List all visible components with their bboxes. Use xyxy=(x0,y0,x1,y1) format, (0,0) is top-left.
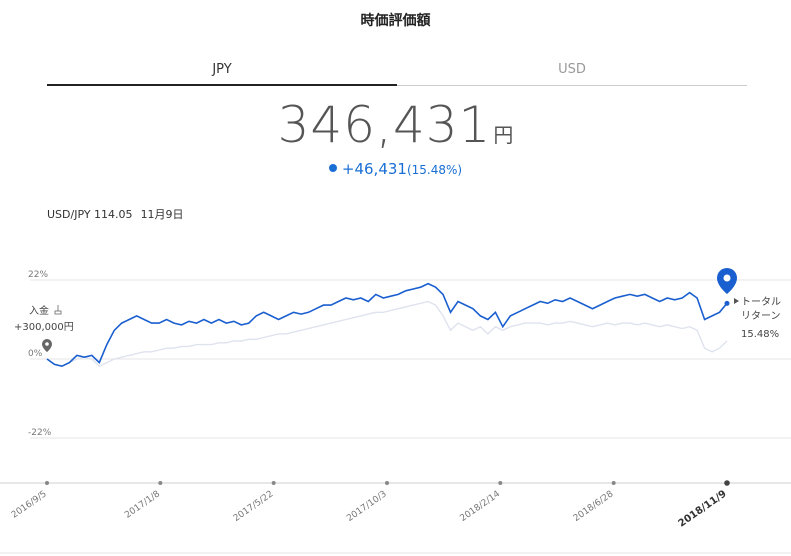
change-dot-icon xyxy=(328,164,337,172)
currency-tabs: JPY USD xyxy=(47,62,747,86)
deposit-pin-icon xyxy=(42,339,52,352)
total-return-label-1: トータル xyxy=(741,296,781,308)
page-title: 時価評価額 xyxy=(360,13,431,29)
change-amount: +46,431 xyxy=(341,160,407,178)
x-tick-label: 2016/9/5 xyxy=(10,489,49,520)
total-return-label-2: リターン xyxy=(741,310,781,322)
compare-series-line xyxy=(46,300,728,368)
current-location-pin-icon xyxy=(717,268,737,294)
total-return-value: 15.48% xyxy=(741,329,779,340)
x-tick-label: 2017/5/22 xyxy=(232,489,276,524)
valuation-unit: 円 xyxy=(493,123,514,147)
end-point-dot xyxy=(724,300,730,306)
x-tick-dot xyxy=(611,481,616,485)
deposit-icon xyxy=(54,305,62,315)
valuation-change: +46,431(15.48%) xyxy=(0,160,791,178)
deposit-amount: +300,000円 xyxy=(14,322,74,333)
y-tick-label: -22% xyxy=(28,428,52,438)
x-tick-dot xyxy=(385,481,389,485)
fx-rate: USD/JPY 114.05 xyxy=(47,208,133,221)
valuation-amount: 346,431 円 xyxy=(0,96,791,154)
x-tick-label: 2017/10/3 xyxy=(345,489,389,524)
x-tick-label: 2018/6/28 xyxy=(572,489,616,524)
deposit-label: 入金 xyxy=(29,304,49,317)
y-tick-label: 0% xyxy=(28,349,43,359)
x-tick-label: 2018/2/14 xyxy=(459,489,503,524)
change-percent: (15.48%) xyxy=(406,163,463,177)
x-tick-dot xyxy=(724,480,730,486)
x-tick-label: 2018/11/9 xyxy=(677,488,729,529)
return-pointer-icon xyxy=(734,298,739,304)
tab-jpy[interactable]: JPY xyxy=(47,62,397,86)
x-tick-dot xyxy=(158,481,163,485)
x-tick-dot xyxy=(45,481,49,485)
x-tick-dot xyxy=(271,481,276,485)
x-tick-label: 2017/1/8 xyxy=(123,489,162,521)
main-series-line xyxy=(46,282,728,368)
valuation-value: 346,431 xyxy=(277,96,492,154)
x-tick-dot xyxy=(498,481,503,485)
fx-date: 11月9日 xyxy=(140,208,184,221)
y-tick-label: 22% xyxy=(28,270,48,280)
fx-rate-info: USD/JPY 114.05 11月9日 xyxy=(47,206,192,222)
tab-usd[interactable]: USD xyxy=(397,62,747,86)
